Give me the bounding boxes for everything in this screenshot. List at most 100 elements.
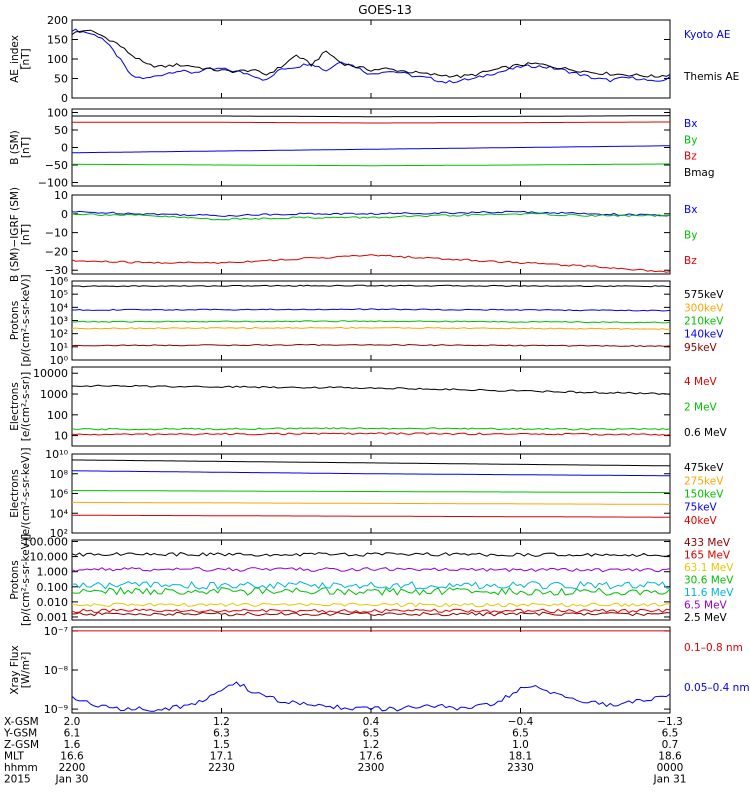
x-axis-row-label: 2015 <box>4 774 31 786</box>
y-axis-label: Electrons <box>9 382 21 431</box>
panel-xray: 10⁻⁹ 10⁻⁸ 10⁻⁷ Xray Flux [W/m²] 0.1–0.8 nm 0.0… <box>9 625 750 716</box>
series-line-electrons_mev-2 <box>71 384 671 395</box>
x-axis-value: 6.5 <box>512 728 529 740</box>
series-line-protons_mev-3 <box>71 586 671 596</box>
y-tick-label: 10¹ <box>50 341 68 354</box>
series-line-bigrf-1 <box>71 212 671 221</box>
legend-label: 40keV <box>684 515 718 527</box>
x-axis-value: 1.5 <box>213 739 230 751</box>
y-axis-label: [e/(cm²-s-sr)] <box>20 372 32 441</box>
panel-protons_mev: 0.001 0.010 0.100 1.000 10.000 100.000Protons… <box>9 534 734 626</box>
y-tick-label: 0.100 <box>37 581 69 594</box>
series-line-electrons_mev-1 <box>71 427 671 431</box>
y-tick-label: 10⁴ <box>50 301 69 314</box>
series-line-electrons_kev-2 <box>72 490 670 493</box>
y-tick-label: 200 <box>47 14 68 27</box>
legend-label: 0.6 MeV <box>684 427 728 439</box>
y-tick-label: 50 <box>54 73 68 86</box>
x-axis-value: 1.2 <box>363 739 380 751</box>
series-line-electrons_kev-3 <box>72 470 670 477</box>
x-axis-value: 2200 <box>59 762 86 774</box>
y-tick-label: 10⁻⁹ <box>44 703 68 716</box>
x-axis-value: 1.6 <box>64 739 81 751</box>
panel-electrons_kev: 10² 10⁴ 10⁶ 10⁸ 10¹⁰ Electrons [e/(cm²-s-sr-ke… <box>9 448 724 540</box>
legend-label: 63.1 MeV <box>684 562 734 574</box>
x-axis-value: 16.6 <box>60 751 84 763</box>
y-tick-label: 0.001 <box>37 611 69 624</box>
y-tick-label: 100 <box>47 107 68 120</box>
y-tick-label: 50 <box>54 124 68 137</box>
x-axis-row-label: hhmm <box>4 762 38 774</box>
panel-frame <box>71 108 671 187</box>
x-axis-value: 2330 <box>507 762 534 774</box>
y-axis-label: [e/(cm²-s-sr-keV)] <box>20 448 32 540</box>
y-axis-label: [p/(cm²-s-sr-keV)] <box>20 534 32 626</box>
y-tick-label: 10000 <box>33 367 68 380</box>
y-tick-label: 10 <box>54 430 68 443</box>
y-tick-label: 1000 <box>40 388 68 401</box>
panel-frame <box>71 194 671 275</box>
chart-title: GOES-13 <box>358 3 412 17</box>
y-tick-label: 10¹⁰ <box>45 448 68 461</box>
x-axis-value: −0.4 <box>508 716 534 728</box>
y-tick-label: 150 <box>47 34 68 47</box>
legend-label: 95keV <box>684 342 718 354</box>
y-tick-label: 10⁻⁸ <box>44 664 69 677</box>
series-line-bigrf-2 <box>71 254 671 273</box>
x-axis-value: 17.1 <box>210 751 233 763</box>
series-line-protons_mev-4 <box>71 580 671 590</box>
x-axis-value: 0.4 <box>363 716 380 728</box>
legend-label: Kyoto AE <box>684 29 730 41</box>
y-axis-label: [nT] <box>20 48 32 69</box>
series-line-protons_low-1 <box>71 326 671 330</box>
y-tick-label: 10⁴ <box>50 507 69 520</box>
y-tick-label: 0.010 <box>37 596 69 609</box>
x-axis-value: 1.0 <box>512 739 529 751</box>
series-line-protons_low-0 <box>72 284 671 288</box>
x-axis-row-label: X-GSM <box>4 716 39 728</box>
legend-label: 2 MeV <box>684 402 718 414</box>
x-axis-value: 17.6 <box>359 751 383 763</box>
panel-bsm: −100 −50 0 50 100 B (SM) [nT] Bx By Bz Bmag <box>9 107 715 190</box>
series-line-electrons_kev-1 <box>72 501 670 505</box>
x-axis-row-label: MLT <box>4 751 24 763</box>
x-axis-value: 0.7 <box>662 739 679 751</box>
x-axis-value: Jan 31 <box>653 774 687 786</box>
legend-label: Bx <box>684 204 697 216</box>
y-tick-label: 100.000 <box>23 536 69 549</box>
legend-label: Bmag <box>684 167 715 179</box>
legend-label: 2.5 MeV <box>684 612 728 624</box>
x-axis-value: 18.6 <box>658 751 682 763</box>
y-axis-label: B (SM)−IGRF (SM) <box>9 187 21 282</box>
legend-label: 150keV <box>684 489 724 501</box>
series-line-protons_low-3 <box>72 308 671 312</box>
series-line-bigrf-0 <box>71 210 671 217</box>
series-line-ae-0 <box>71 28 671 84</box>
series-line-protons_mev-5 <box>71 567 671 573</box>
x-axis-value: 6.5 <box>363 728 380 740</box>
series-line-electrons_kev-0 <box>71 459 671 467</box>
y-tick-label: 100 <box>47 53 68 66</box>
legend-label: Bz <box>684 151 697 163</box>
legend-label: 433 MeV <box>684 537 731 549</box>
panel-frame <box>71 539 671 621</box>
y-axis-label: Protons <box>9 301 21 340</box>
y-axis-label: [p/(cm²-s-sr-keV)] <box>20 274 32 366</box>
x-axis-value: 2300 <box>358 762 385 774</box>
x-axis-value: Jan 30 <box>55 774 89 786</box>
y-axis-label: Xray Flux <box>9 645 21 694</box>
legend-label: 75keV <box>684 502 718 514</box>
y-tick-label: 10.000 <box>30 551 69 564</box>
y-tick-label: −50 <box>45 159 68 172</box>
series-line-bsm-2 <box>72 121 670 124</box>
x-axis-value: −1.3 <box>657 716 683 728</box>
legend-label: 165 MeV <box>684 550 731 562</box>
legend-label: 140keV <box>684 329 724 341</box>
x-axis-value: 0000 <box>657 762 684 774</box>
legend-label: 4 MeV <box>684 376 718 388</box>
legend-label: 0.1–0.8 nm <box>684 642 743 654</box>
series-line-electrons_kev-4 <box>72 514 670 518</box>
y-tick-label: −10 <box>45 227 68 240</box>
